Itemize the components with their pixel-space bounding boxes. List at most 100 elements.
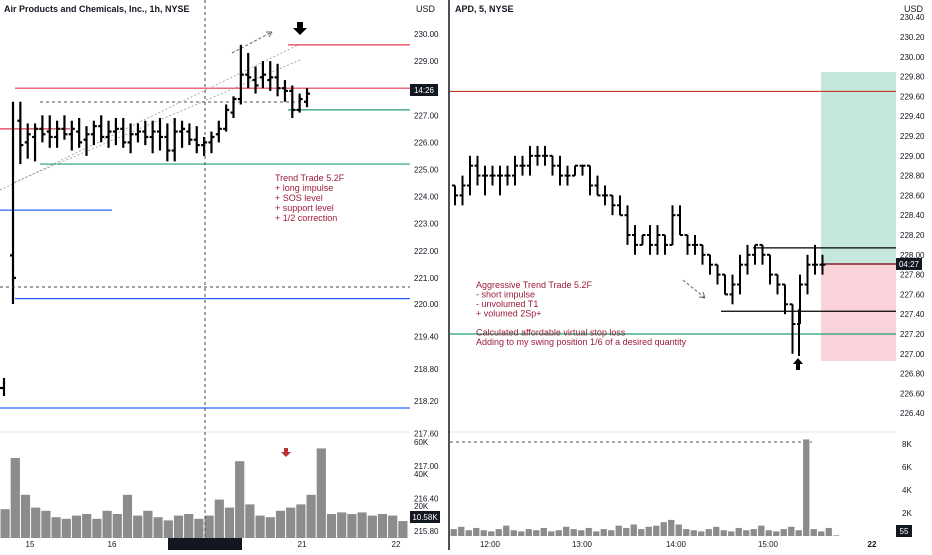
volume-bar [326, 514, 337, 538]
volume-bar [698, 531, 705, 536]
left-price-tick-label: 217.60 [414, 430, 439, 439]
volume-bar [750, 529, 757, 536]
right-volume-last-label: 55 [900, 527, 909, 536]
left-time-crosshair-box [168, 538, 242, 550]
volume-bar [173, 515, 184, 538]
volume-bar [133, 515, 143, 538]
left-price-tick-label: 229.00 [414, 57, 439, 66]
right-price-tick-label: 227.20 [900, 330, 925, 339]
volume-bar [367, 515, 377, 538]
left-price-tick-label: 223.00 [414, 220, 439, 229]
volume-bar [668, 519, 675, 536]
volume-bar [112, 514, 122, 538]
left-time-tick-label: 21 [298, 540, 307, 549]
volume-bar [480, 530, 487, 536]
left-level-lines [0, 44, 410, 409]
right-price-tick-label: 229.80 [900, 73, 925, 82]
volume-bar [623, 527, 630, 536]
left-annotation: Trend Trade 5.2F+ long impulse+ SOS leve… [275, 173, 345, 223]
volume-bar [608, 530, 615, 536]
right-price-tick-label: 229.40 [900, 112, 925, 121]
volume-bar [306, 494, 316, 538]
annotation-line: Trend Trade 5.2F [275, 173, 345, 183]
target-zone [821, 72, 896, 264]
volume-bar [265, 517, 275, 538]
right-annotation: Aggressive Trend Trade 5.2F- short impul… [476, 280, 687, 347]
dashed-arrow-line [231, 31, 273, 54]
volume-bar [245, 504, 255, 538]
right-time-tick-label: 14:00 [666, 540, 687, 549]
volume-bar [803, 439, 810, 536]
volume-bar [675, 524, 682, 536]
volume-bar [82, 514, 92, 538]
volume-bar [705, 529, 712, 536]
left-price-tick-label: 217.00 [414, 462, 439, 471]
right-price-bars [452, 145, 826, 356]
volume-bar [458, 526, 465, 536]
right-price-tick-label: 230.20 [900, 33, 925, 42]
volume-bar [533, 530, 540, 536]
volume-bar [735, 527, 742, 536]
left-last-price-label: 14:26 [414, 86, 435, 95]
volume-bar [795, 530, 802, 536]
annotation-line: Calculated affordable virtual stop loss [476, 328, 626, 338]
volume-bar [683, 529, 690, 536]
volume-bar [31, 507, 41, 538]
volume-bar [563, 526, 570, 536]
volume-bar [615, 525, 622, 536]
left-price-tick-label: 222.00 [414, 247, 439, 256]
left-time-crosshair-tag [168, 538, 242, 550]
volume-bar [600, 529, 607, 536]
left-drawings [0, 31, 301, 191]
volume-bar [503, 525, 510, 536]
left-last-price-box [410, 84, 438, 96]
volume-bar [337, 512, 347, 538]
dotted-trend-line [0, 43, 301, 191]
right-price-axis: 230.40 230.20 230.00 229.80 229.60 229.40 229.… [900, 13, 925, 418]
left-volume-tick-label: 20K [414, 502, 429, 511]
right-drawings [682, 279, 706, 299]
volume-bar [347, 514, 357, 538]
volume-bar [255, 515, 265, 538]
volume-bar [51, 517, 61, 538]
left-volume-axis: 60K 40K 20K [414, 438, 429, 511]
volume-bar [92, 518, 102, 538]
volume-bar [465, 530, 472, 536]
right-volume-axis: 8K 6K 4K 2K [902, 440, 912, 518]
volume-bar [660, 522, 667, 536]
left-price-tick-label: 221.00 [414, 274, 439, 283]
annotation-line: + long impulse [275, 183, 333, 193]
right-volume-bars [450, 439, 840, 536]
volume-bar [153, 517, 163, 538]
left-price-bars [0, 44, 310, 396]
annotation-line: - unvolumed T1 [476, 299, 538, 309]
volume-bar [286, 507, 296, 538]
volume-bar [743, 530, 750, 536]
right-chart-title: APD, 5, NYSE [455, 4, 514, 14]
dashed-arrow-head [266, 31, 273, 38]
left-volume-last-box [410, 511, 440, 523]
right-volume-last-tag: 55 [896, 525, 912, 537]
left-price-tick-label: 225.00 [414, 166, 439, 175]
right-price-tick-label: 227.60 [900, 290, 925, 299]
volume-bar [773, 531, 780, 536]
left-price-tick-label: 218.20 [414, 397, 439, 406]
volume-bar [194, 518, 204, 538]
right-price-tick-label: 226.60 [900, 389, 925, 398]
volume-bar [593, 531, 600, 536]
volume-bar [235, 461, 245, 538]
left-chart-panel: 230.00229.00228.00227.00226.00225.00224.… [0, 0, 440, 550]
volume-bar [450, 529, 457, 536]
annotation-line: Adding to my swing position 1/6 of a des… [476, 337, 687, 347]
right-time-tick-label: 13:00 [572, 540, 593, 549]
volume-bar [578, 530, 585, 536]
right-last-price-label: 04:27 [899, 260, 920, 269]
left-price-tick-label: 230.00 [414, 30, 439, 39]
volume-bar [61, 518, 71, 538]
volume-bar [585, 527, 592, 536]
volume-bar [518, 531, 525, 536]
volume-bar [102, 510, 112, 538]
volume-bar [495, 529, 502, 536]
